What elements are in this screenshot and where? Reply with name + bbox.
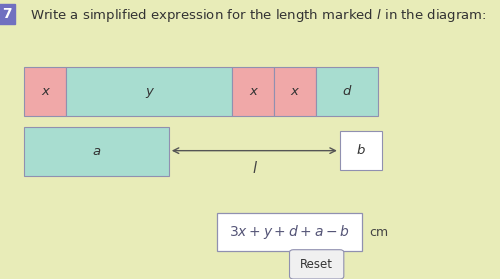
FancyBboxPatch shape bbox=[217, 213, 362, 251]
FancyBboxPatch shape bbox=[24, 67, 66, 116]
Text: x: x bbox=[291, 85, 298, 98]
FancyBboxPatch shape bbox=[274, 67, 316, 116]
Text: x: x bbox=[41, 85, 49, 98]
Text: Write a simplified expression for the length marked $l$ in the diagram:: Write a simplified expression for the le… bbox=[30, 7, 486, 24]
FancyBboxPatch shape bbox=[66, 67, 232, 116]
Text: y: y bbox=[145, 85, 153, 98]
FancyBboxPatch shape bbox=[24, 127, 169, 176]
Text: d: d bbox=[342, 85, 351, 98]
Text: x: x bbox=[249, 85, 257, 98]
FancyBboxPatch shape bbox=[290, 250, 344, 279]
FancyBboxPatch shape bbox=[316, 67, 378, 116]
Text: b: b bbox=[356, 144, 365, 157]
Text: $l$: $l$ bbox=[252, 160, 258, 176]
Text: 7: 7 bbox=[2, 7, 12, 21]
FancyBboxPatch shape bbox=[340, 131, 382, 170]
Text: cm: cm bbox=[369, 226, 388, 239]
Text: $3x + y + d + a - b$: $3x + y + d + a - b$ bbox=[229, 223, 350, 241]
FancyBboxPatch shape bbox=[232, 67, 274, 116]
Text: a: a bbox=[92, 145, 100, 158]
Text: Reset: Reset bbox=[300, 258, 333, 271]
